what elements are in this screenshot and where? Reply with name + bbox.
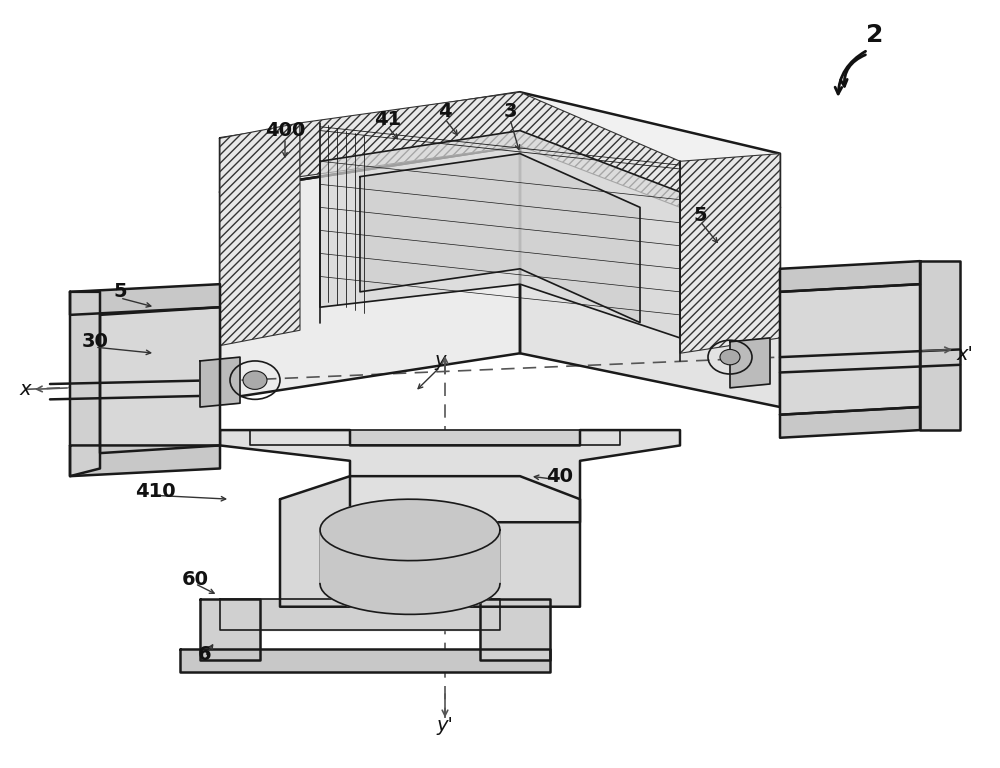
Text: 40: 40 — [546, 467, 574, 485]
Polygon shape — [320, 499, 500, 561]
Polygon shape — [70, 284, 220, 315]
Polygon shape — [730, 338, 770, 388]
Text: 2: 2 — [866, 22, 884, 47]
Text: 30: 30 — [82, 333, 108, 351]
Text: 60: 60 — [182, 571, 208, 589]
Polygon shape — [70, 445, 220, 476]
Polygon shape — [100, 307, 220, 453]
Polygon shape — [70, 292, 100, 476]
Text: y: y — [434, 352, 446, 370]
Text: y': y' — [437, 717, 453, 735]
Polygon shape — [480, 599, 550, 660]
Polygon shape — [320, 131, 680, 338]
Polygon shape — [520, 146, 780, 407]
Text: 5: 5 — [693, 206, 707, 224]
Polygon shape — [220, 599, 500, 630]
Polygon shape — [280, 476, 580, 607]
Polygon shape — [200, 357, 240, 407]
Polygon shape — [220, 92, 780, 207]
Polygon shape — [220, 430, 680, 522]
Text: 4: 4 — [438, 102, 452, 121]
Polygon shape — [220, 123, 300, 346]
Polygon shape — [220, 146, 520, 399]
Text: x': x' — [957, 346, 973, 364]
Polygon shape — [250, 430, 620, 445]
Text: 5: 5 — [113, 283, 127, 301]
FancyArrowPatch shape — [835, 51, 866, 94]
Text: 400: 400 — [265, 121, 305, 140]
Text: 410: 410 — [135, 482, 175, 501]
Polygon shape — [780, 261, 920, 292]
Text: 41: 41 — [374, 110, 402, 128]
Polygon shape — [300, 92, 680, 207]
Circle shape — [243, 371, 267, 389]
Text: 6: 6 — [198, 645, 212, 664]
Polygon shape — [920, 261, 960, 430]
Polygon shape — [680, 154, 780, 353]
Polygon shape — [320, 530, 500, 614]
Polygon shape — [180, 649, 550, 672]
Polygon shape — [780, 284, 920, 415]
Text: x: x — [19, 380, 31, 399]
Polygon shape — [360, 154, 640, 323]
Circle shape — [720, 349, 740, 365]
Polygon shape — [200, 599, 260, 660]
Text: 3: 3 — [503, 102, 517, 121]
Polygon shape — [780, 407, 920, 438]
